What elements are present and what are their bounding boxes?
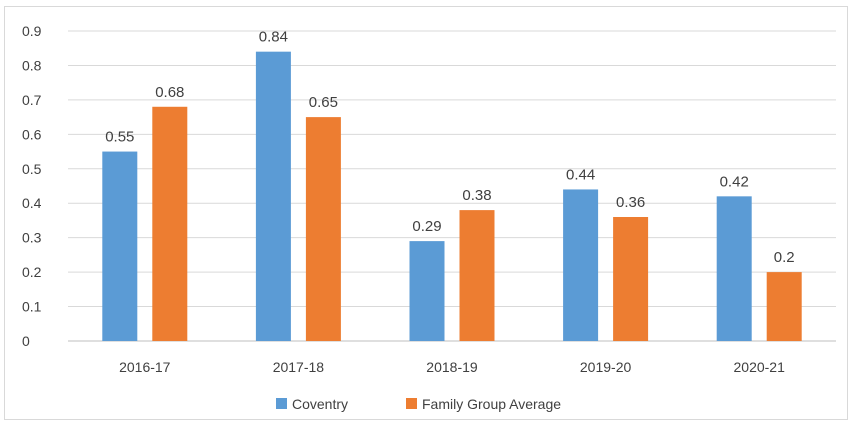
y-tick-label: 0.6 <box>22 126 42 142</box>
y-tick-label: 0.7 <box>22 92 42 108</box>
bar-coventry <box>255 51 291 342</box>
y-tick-label: 0.1 <box>22 299 42 315</box>
y-tick-label: 0.2 <box>22 264 42 280</box>
bar-family-group-average <box>459 210 495 341</box>
bar-family-group-average <box>613 217 649 341</box>
bar-family-group-average <box>766 272 802 341</box>
y-tick-label: 0.3 <box>22 230 42 246</box>
x-tick-label: 2016-17 <box>119 359 171 375</box>
bar-family-group-average <box>152 106 188 342</box>
bar-family-group-average <box>305 117 341 341</box>
data-label: 0.38 <box>462 187 491 204</box>
chart-frame <box>4 6 848 420</box>
y-tick-label: 0.4 <box>22 195 42 211</box>
bar-coventry <box>409 241 445 341</box>
x-tick-label: 2019-20 <box>580 359 632 375</box>
x-tick-label: 2018-19 <box>426 359 478 375</box>
legend-swatch <box>276 398 287 409</box>
y-tick-label: 0.5 <box>22 161 42 177</box>
data-label: 0.65 <box>309 94 338 111</box>
data-label: 0.68 <box>155 84 184 101</box>
legend-swatch <box>406 398 417 409</box>
y-tick-label: 0 <box>22 333 30 349</box>
data-label: 0.84 <box>259 29 288 46</box>
legend-label: Coventry <box>292 396 348 412</box>
data-label: 0.36 <box>616 194 645 211</box>
data-label: 0.2 <box>774 249 795 266</box>
data-label: 0.44 <box>566 166 595 183</box>
bar-coventry <box>102 151 138 341</box>
x-tick-label: 2020-21 <box>734 359 786 375</box>
y-tick-label: 0.8 <box>22 57 42 73</box>
x-tick-label: 2017-18 <box>273 359 325 375</box>
bar-coventry <box>563 189 599 341</box>
bar-coventry <box>716 196 752 341</box>
y-tick-label: 0.9 <box>22 23 42 39</box>
data-label: 0.55 <box>105 129 134 146</box>
data-label: 0.42 <box>720 173 749 190</box>
data-label: 0.29 <box>412 218 441 235</box>
legend-label: Family Group Average <box>422 396 561 412</box>
